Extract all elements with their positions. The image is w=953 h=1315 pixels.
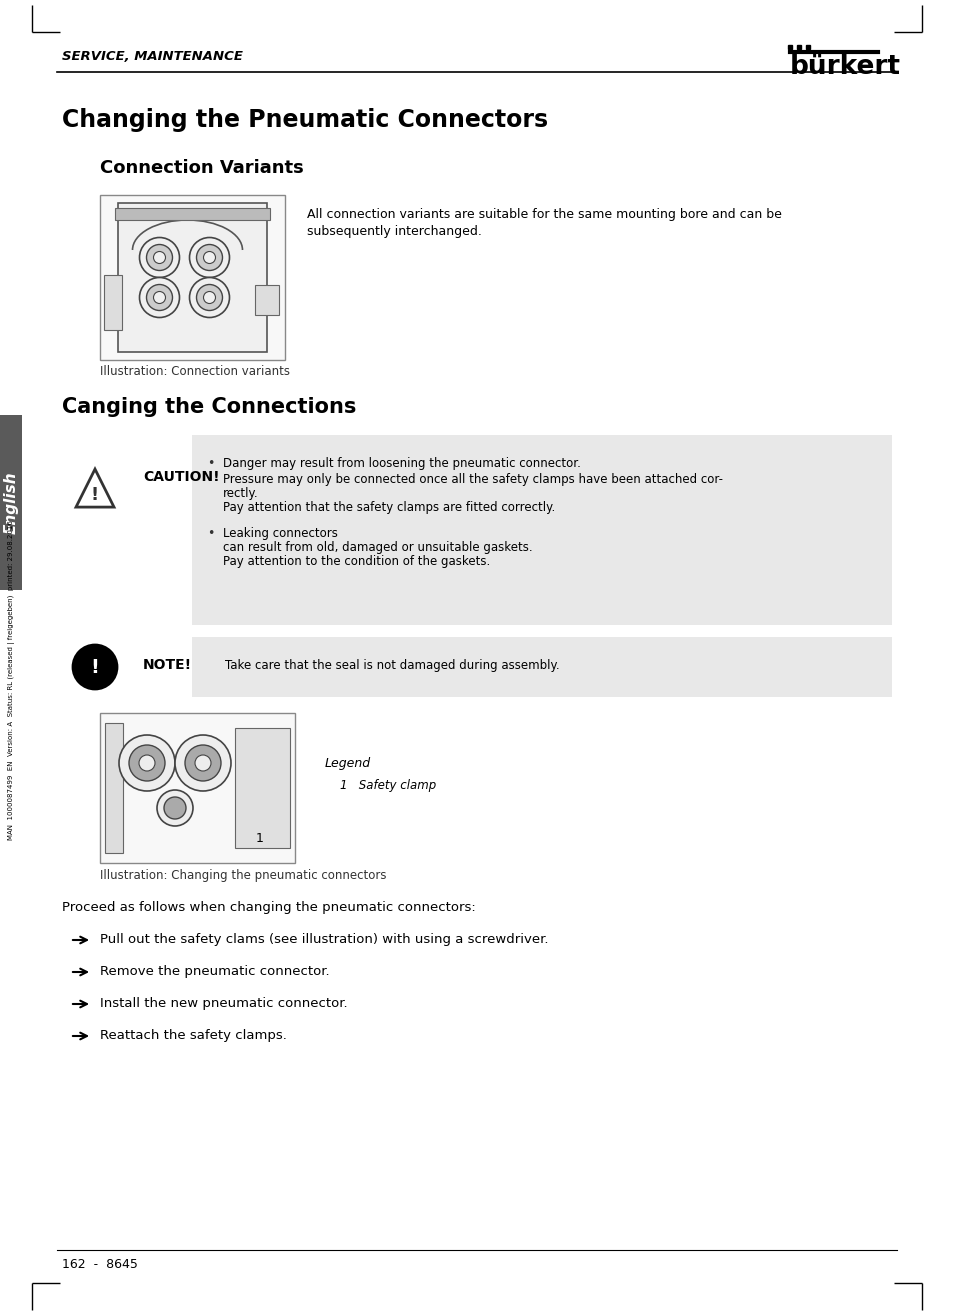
Bar (254, 285, 278, 316)
Text: Changing the Pneumatic Connectors: Changing the Pneumatic Connectors (62, 108, 548, 132)
Text: Pay attention that the safety clamps are fitted correctly.: Pay attention that the safety clamps are… (223, 501, 555, 513)
Text: Illustration: Connection variants: Illustration: Connection variants (100, 364, 290, 377)
Circle shape (185, 746, 221, 781)
Bar (192, 636, 891, 697)
Text: !: ! (91, 658, 99, 676)
Circle shape (203, 292, 215, 304)
Text: subsequently interchanged.: subsequently interchanged. (307, 225, 481, 238)
Bar (115, 208, 270, 220)
Text: can result from old, damaged or unsuitable gaskets.: can result from old, damaged or unsuitab… (223, 540, 532, 554)
Text: Connection Variants: Connection Variants (100, 159, 303, 178)
Polygon shape (76, 469, 113, 508)
Text: Danger may result from loosening the pneumatic connector.: Danger may result from loosening the pne… (223, 456, 580, 469)
Circle shape (153, 292, 165, 304)
Text: Remove the pneumatic connector.: Remove the pneumatic connector. (100, 965, 330, 978)
Circle shape (190, 238, 230, 277)
Circle shape (157, 790, 193, 826)
Text: Install the new pneumatic connector.: Install the new pneumatic connector. (100, 998, 347, 1010)
Circle shape (119, 735, 174, 792)
Bar (100, 713, 294, 863)
Circle shape (153, 251, 165, 263)
Text: Pay attention to the condition of the gaskets.: Pay attention to the condition of the ga… (223, 555, 490, 568)
Text: NOTE!: NOTE! (143, 658, 192, 672)
Circle shape (139, 277, 179, 317)
Circle shape (196, 284, 222, 310)
Circle shape (139, 238, 179, 277)
Text: 162  -  8645: 162 - 8645 (62, 1258, 138, 1272)
Circle shape (196, 245, 222, 271)
Text: •: • (207, 526, 214, 539)
Circle shape (174, 735, 231, 792)
Text: Illustration: Changing the pneumatic connectors: Illustration: Changing the pneumatic con… (100, 868, 386, 881)
Bar (0, 416, 22, 590)
Circle shape (129, 746, 165, 781)
Circle shape (147, 284, 172, 310)
Text: Pressure may only be connected once all the safety clamps have been attached cor: Pressure may only be connected once all … (223, 472, 722, 485)
Circle shape (203, 251, 215, 263)
Text: •: • (207, 456, 214, 469)
Bar (192, 435, 891, 625)
Text: Canging the Connections: Canging the Connections (62, 397, 356, 417)
Bar (104, 275, 122, 330)
Text: SERVICE, MAINTENANCE: SERVICE, MAINTENANCE (62, 50, 243, 63)
Bar (105, 723, 123, 853)
Text: 1   Safety clamp: 1 Safety clamp (339, 778, 436, 792)
Circle shape (190, 277, 230, 317)
Text: Leaking connectors: Leaking connectors (223, 526, 337, 539)
Text: Take care that the seal is not damaged during assembly.: Take care that the seal is not damaged d… (225, 659, 559, 672)
Text: All connection variants are suitable for the same mounting bore and can be: All connection variants are suitable for… (307, 208, 781, 221)
Text: CAUTION!: CAUTION! (143, 469, 219, 484)
Circle shape (194, 755, 211, 771)
Text: bürkert: bürkert (789, 54, 900, 80)
Circle shape (73, 644, 117, 689)
Text: Reattach the safety clamps.: Reattach the safety clamps. (100, 1030, 287, 1043)
Circle shape (164, 797, 186, 819)
Bar (234, 729, 290, 848)
Text: English: English (4, 471, 18, 534)
Text: !: ! (91, 487, 99, 504)
Text: 1: 1 (255, 831, 264, 844)
Text: Proceed as follows when changing the pneumatic connectors:: Proceed as follows when changing the pne… (62, 902, 476, 914)
Text: rectly.: rectly. (223, 487, 258, 500)
Bar (118, 203, 267, 352)
Circle shape (147, 245, 172, 271)
Text: Legend: Legend (325, 756, 371, 769)
Bar (100, 195, 285, 360)
Circle shape (139, 755, 154, 771)
Text: Pull out the safety clams (see illustration) with using a screwdriver.: Pull out the safety clams (see illustrat… (100, 934, 548, 947)
Text: MAN  1000087499  EN  Version: A  Status: RL (released | freigegeben)  printed: 2: MAN 1000087499 EN Version: A Status: RL … (9, 519, 15, 840)
